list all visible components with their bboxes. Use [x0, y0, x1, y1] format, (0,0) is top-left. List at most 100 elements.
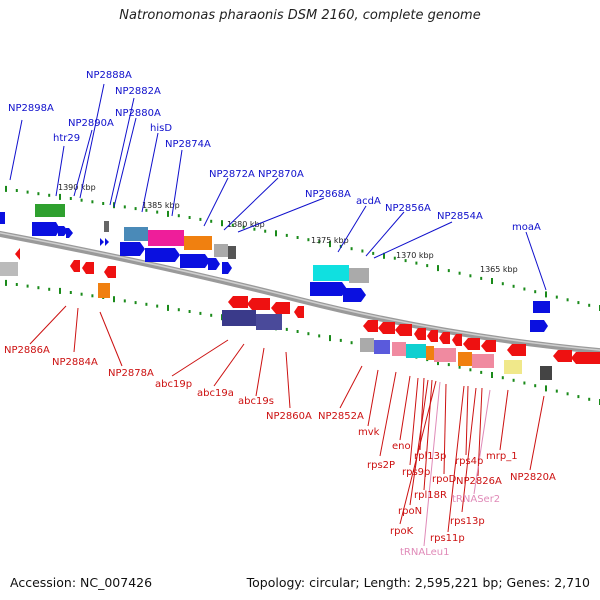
scale-tick: [15, 189, 18, 192]
gene-label[interactable]: rpl13p: [414, 451, 446, 462]
gene-label[interactable]: htr29: [53, 133, 80, 144]
scale-tick: [458, 365, 461, 369]
gene-label[interactable]: rps13p: [450, 516, 485, 527]
gene-label[interactable]: tRNALeu1: [400, 547, 449, 558]
gene-label[interactable]: NP2878A: [108, 368, 154, 379]
scale-tick: [69, 291, 72, 294]
scale-tick: [91, 294, 94, 298]
gene-arrow: [180, 254, 210, 268]
scale-tick: [80, 292, 83, 296]
gene-block: [184, 236, 212, 250]
scale-tick: [329, 335, 331, 342]
scale-tick: [91, 200, 94, 204]
gene-label[interactable]: rps9p: [402, 467, 430, 478]
scale-tick: [491, 278, 493, 284]
scale-tick: [307, 238, 310, 242]
gene-label[interactable]: NP2856A: [385, 203, 431, 214]
gene-label[interactable]: tRNASer2: [452, 494, 500, 505]
gene-label[interactable]: rps2P: [367, 460, 395, 471]
gene-block: [374, 340, 390, 354]
scale-tick: [231, 223, 234, 227]
gene-label[interactable]: hisD: [150, 123, 172, 134]
gene-arrow: [481, 340, 496, 352]
gene-block: [349, 268, 369, 283]
forward-genes: [0, 204, 550, 332]
chromosome-backbone-highlight: [0, 232, 600, 351]
scale-tick: [523, 381, 526, 385]
gene-arrow: [208, 258, 220, 270]
scale-tick: [437, 359, 439, 366]
gene-block: [540, 366, 552, 380]
chromosome-backbone: [0, 230, 600, 355]
gene-label[interactable]: NP2874A: [165, 139, 211, 150]
gene-block: [472, 354, 494, 368]
scale-tick: [566, 392, 569, 396]
gene-arrow: [145, 248, 180, 262]
gene-label[interactable]: rpl18R: [414, 490, 447, 501]
gene-label[interactable]: NP2888A: [86, 70, 132, 81]
gene-arrow: [100, 238, 104, 246]
gene-label[interactable]: NP2854A: [437, 211, 483, 222]
scale-tick: [188, 216, 191, 219]
rna-leader: [423, 381, 441, 547]
gene-label[interactable]: NP2880A: [115, 108, 161, 119]
gene-label[interactable]: NP2868A: [305, 189, 351, 200]
gene-block: [434, 348, 456, 362]
gene-label[interactable]: moaA: [512, 222, 541, 233]
scale-tick: [339, 244, 342, 248]
gene-label[interactable]: NP2826A: [456, 476, 502, 487]
gene-label[interactable]: rpoK: [390, 526, 414, 537]
scale-tick: [577, 301, 580, 305]
gene-label[interactable]: rps4p: [455, 456, 483, 467]
scale-ticks-reverse: [5, 279, 600, 405]
scale-tick: [210, 313, 213, 317]
scale-tick: [545, 291, 547, 298]
gene-label[interactable]: acdA: [356, 196, 381, 207]
scale-tick: [480, 370, 483, 374]
scale-tick: [491, 372, 493, 378]
gene-label[interactable]: NP2882A: [115, 86, 161, 97]
gene-label[interactable]: abc19a: [197, 388, 234, 399]
scale-tick: [555, 295, 558, 299]
gene-label[interactable]: mvk: [358, 427, 380, 438]
scale-tick: [555, 389, 558, 393]
scale-tick: [167, 304, 169, 311]
scale-tick: [199, 217, 202, 221]
scale-tick: [350, 341, 353, 345]
scale-tick: [447, 363, 450, 367]
gene-label[interactable]: NP2860A: [266, 411, 312, 422]
scale-tick: [361, 249, 364, 253]
scale-tick: [469, 274, 472, 278]
gene-arrow: [363, 320, 378, 332]
scale-tick: [296, 236, 299, 239]
gene-label[interactable]: NP2820A: [510, 472, 556, 483]
scale-tick: [48, 287, 51, 291]
gene-label[interactable]: NP2890A: [68, 118, 114, 129]
gene-arrow: [530, 320, 548, 332]
gene-label[interactable]: NP2870A: [258, 169, 304, 180]
scale-tick: [588, 303, 591, 307]
gene-label[interactable]: rpoD: [432, 474, 457, 485]
gene-label[interactable]: abc19p: [155, 379, 192, 390]
gene-arrow: [32, 222, 60, 236]
gene-label[interactable]: mrp_1: [486, 451, 518, 462]
scale-tick: [285, 327, 288, 331]
gene-label[interactable]: NP2898A: [8, 103, 54, 114]
reverse-genes: [0, 248, 600, 380]
scale-tick: [534, 384, 537, 388]
gene-label[interactable]: rps11p: [430, 533, 465, 544]
scale-tick: [15, 283, 18, 286]
scale-tick: [404, 259, 407, 263]
gene-label[interactable]: NP2886A: [4, 345, 50, 356]
gene-label[interactable]: NP2884A: [52, 357, 98, 368]
gene-label[interactable]: NP2852A: [318, 411, 364, 422]
gene-block: [458, 352, 472, 366]
kbp-label: 1365 kbp: [480, 265, 518, 274]
gene-arrow: [247, 298, 270, 310]
gene-label[interactable]: rpoN: [398, 506, 422, 517]
scale-ticks-forward: [5, 185, 600, 311]
gene-label[interactable]: abc19s: [238, 396, 274, 407]
gene-label[interactable]: NP2872A: [209, 169, 255, 180]
scale-tick: [145, 208, 148, 212]
gene-label[interactable]: eno: [392, 441, 411, 452]
